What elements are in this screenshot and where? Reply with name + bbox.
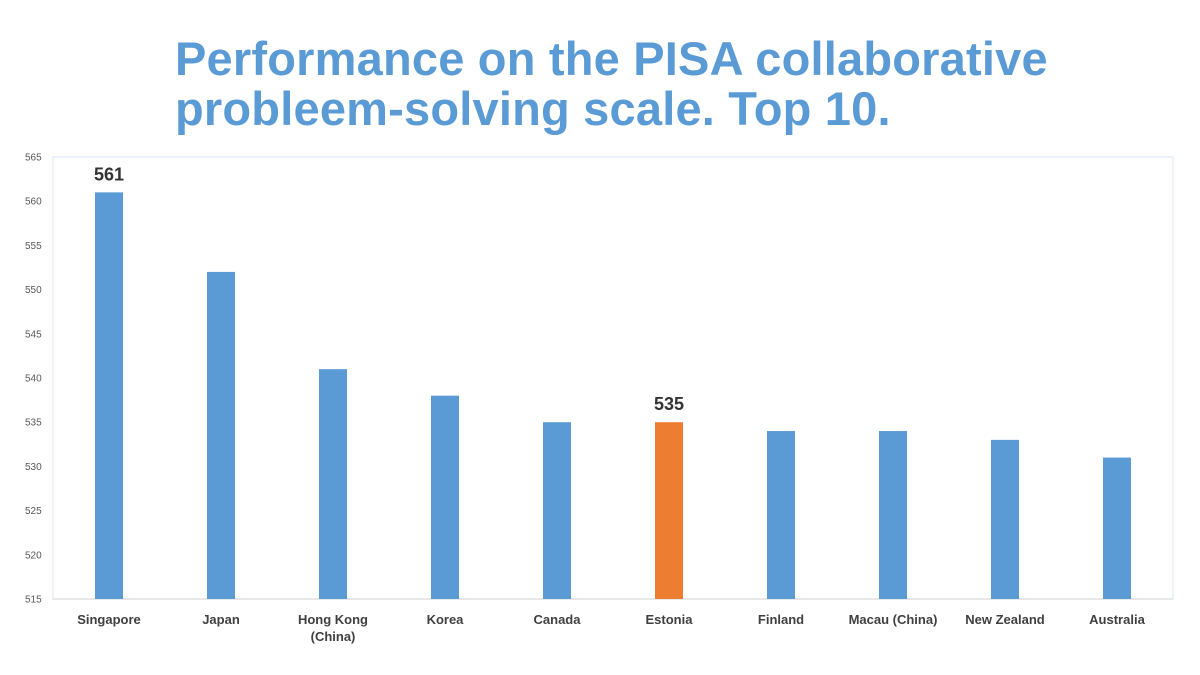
y-axis: 515 520 525 530 535 540 545 550 555 560 565: [25, 153, 42, 606]
x-tick-label: Australia: [1089, 612, 1145, 627]
bar-korea: [431, 395, 459, 599]
data-label: 535: [654, 394, 684, 414]
x-tick-label-line: (China): [311, 629, 356, 644]
x-tick-label-line: Korea: [427, 612, 465, 627]
bar-singapore: [95, 192, 123, 600]
data-label: 561: [94, 164, 124, 184]
bar-hong-kong: [319, 369, 347, 599]
y-tick-label: 540: [25, 374, 42, 385]
x-tick-label-line: Australia: [1089, 612, 1145, 627]
y-tick-label: 535: [25, 418, 42, 429]
data-labels: 561 535: [94, 164, 684, 414]
plot-area: [52, 156, 1174, 600]
bar-macau-china: [879, 431, 907, 599]
bars: [95, 192, 1131, 600]
y-tick-label: 530: [25, 462, 42, 473]
x-tick-label-line: New Zealand: [965, 612, 1045, 627]
x-tick-label-line: Macau (China): [849, 612, 938, 627]
x-tick-label-line: Estonia: [646, 612, 694, 627]
x-tick-label: Estonia: [646, 612, 694, 627]
bar-japan: [207, 271, 235, 599]
x-tick-label: Finland: [758, 612, 804, 627]
x-tick-label: Canada: [534, 612, 582, 627]
chart-title-line-2: probleem-solving scale. Top 10.: [175, 82, 891, 135]
y-tick-label: 525: [25, 506, 42, 517]
chart-title-line-1: Performance on the PISA collaborative: [175, 32, 1048, 85]
y-tick-label: 560: [25, 197, 42, 208]
y-tick-label: 550: [25, 285, 42, 296]
bar-new-zealand: [991, 439, 1019, 599]
x-tick-label: Macau (China): [849, 612, 938, 627]
y-tick-label: 555: [25, 241, 42, 252]
bar-estonia: [655, 422, 683, 599]
x-tick-label-line: Japan: [202, 612, 240, 627]
bar-australia: [1103, 457, 1131, 599]
x-tick-label-line: Canada: [534, 612, 582, 627]
x-tick-label-line: Hong Kong: [298, 612, 368, 627]
x-tick-label-line: Finland: [758, 612, 804, 627]
bar-finland: [767, 431, 795, 599]
x-tick-label-line: Singapore: [77, 612, 141, 627]
x-tick-label: New Zealand: [965, 612, 1045, 627]
y-tick-label: 520: [25, 550, 42, 561]
x-tick-label: Hong Kong (China): [298, 612, 368, 644]
bar-canada: [543, 422, 571, 599]
x-tick-label: Singapore: [77, 612, 141, 627]
x-tick-label: Korea: [427, 612, 465, 627]
chart-title: Performance on the PISA collaborative pr…: [175, 34, 1175, 134]
x-axis: Singapore Japan Hong Kong (China) Korea Canad…: [77, 612, 1145, 644]
y-tick-label: 545: [25, 329, 42, 340]
y-tick-label: 565: [25, 153, 42, 164]
x-tick-label: Japan: [202, 612, 240, 627]
y-tick-label: 515: [25, 595, 42, 606]
